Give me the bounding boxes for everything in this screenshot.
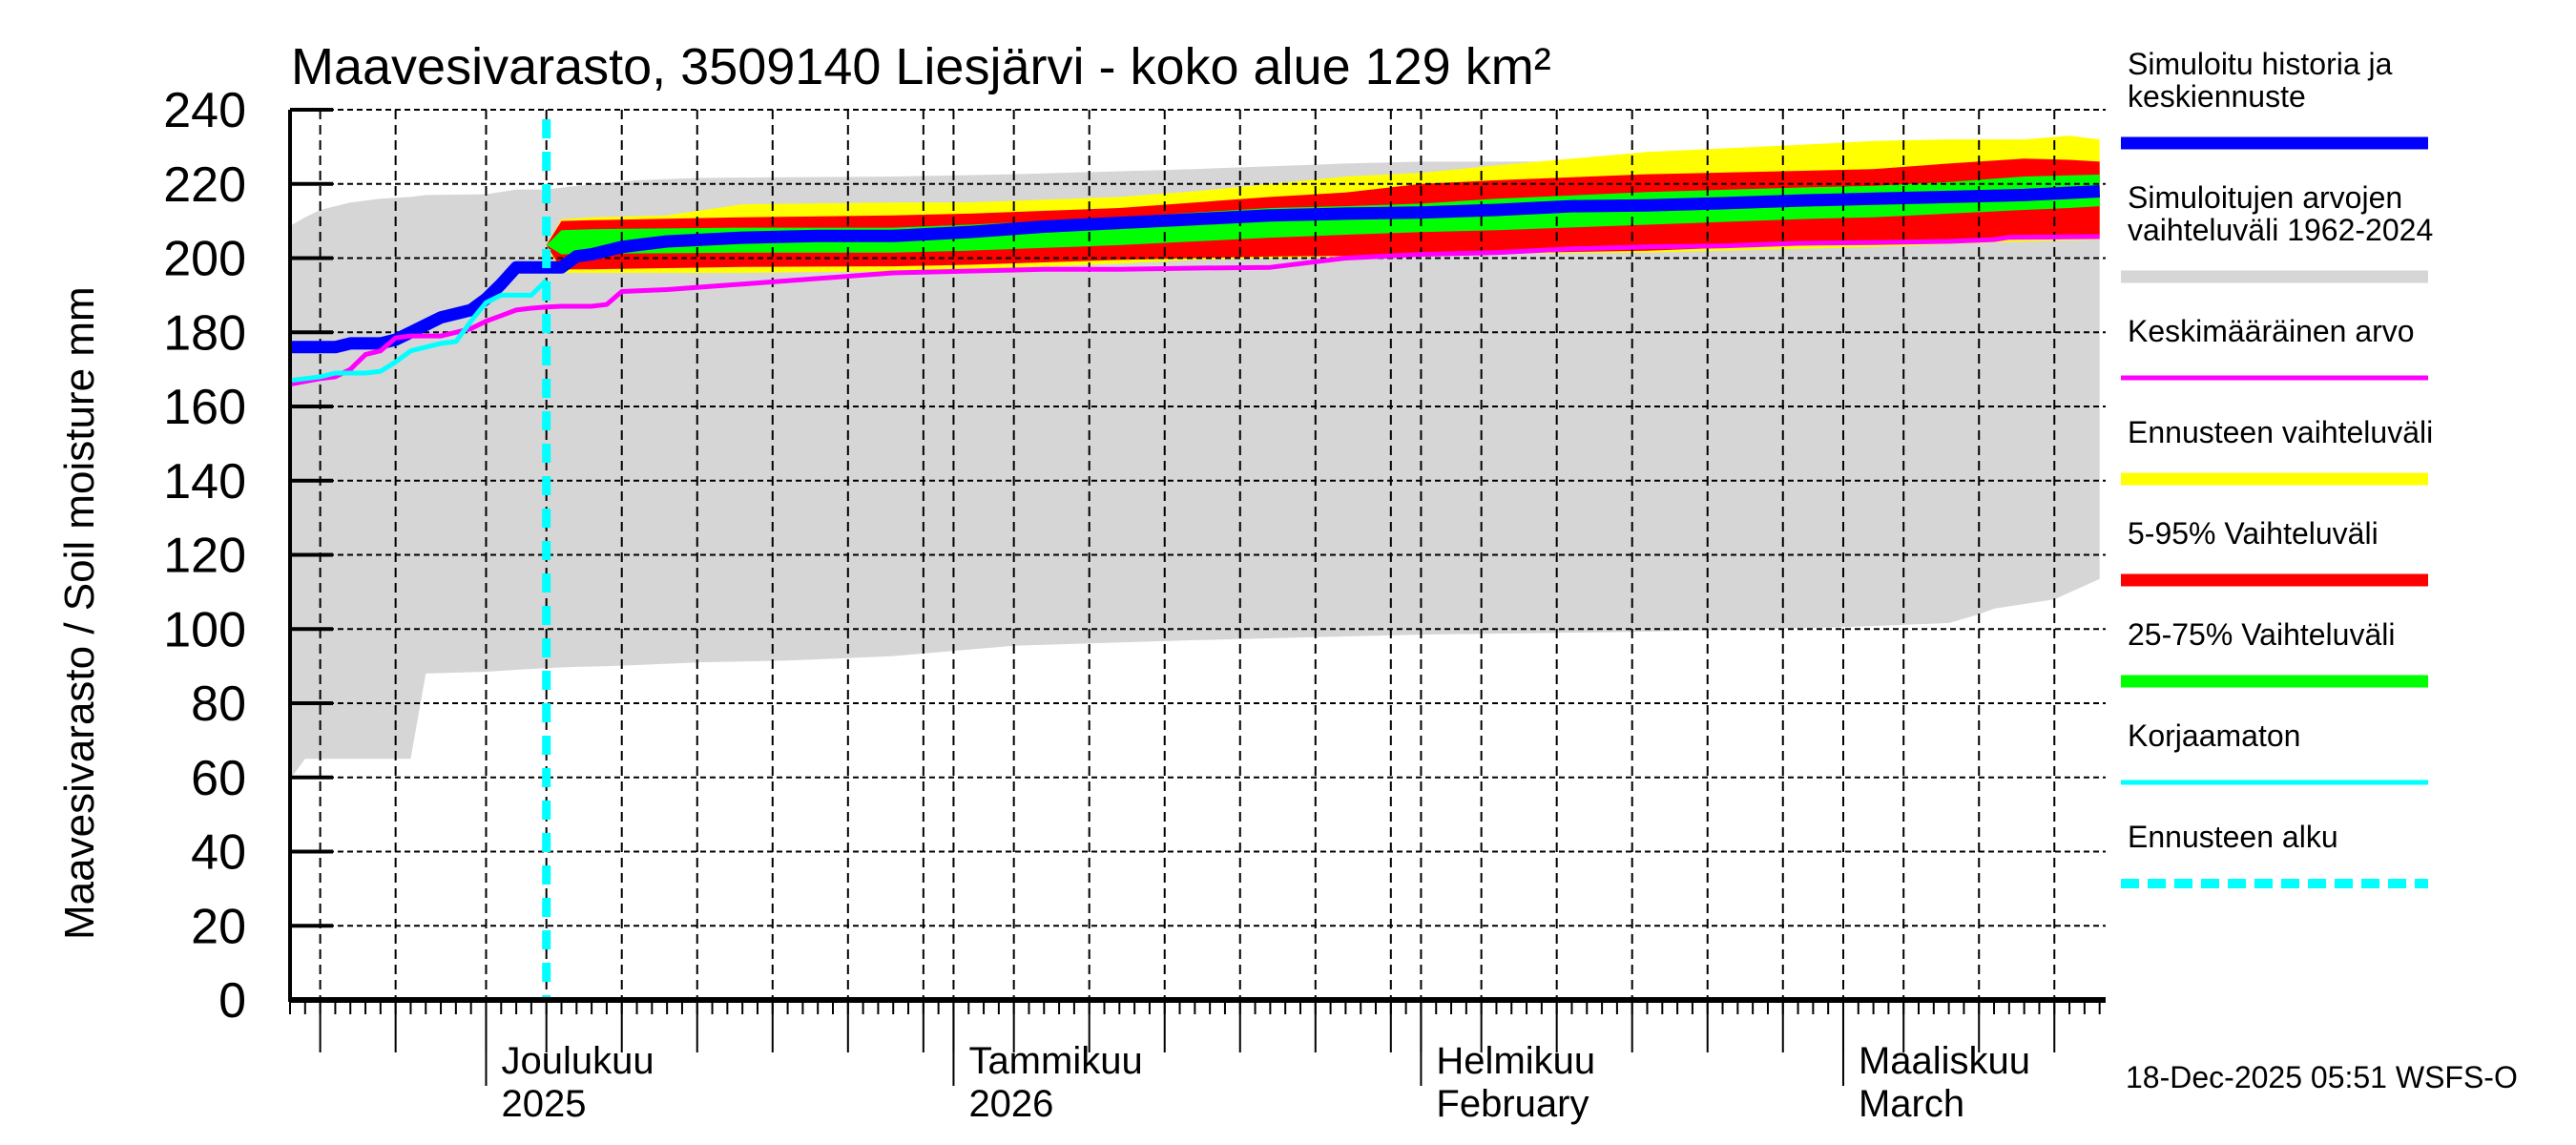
month-sublabel: 2025 xyxy=(501,1083,586,1125)
legend-label: Ennusteen alku xyxy=(2128,820,2338,854)
month-label: Tammikuu xyxy=(968,1040,1142,1082)
legend-swatch xyxy=(2121,375,2428,381)
y-tick-label: 80 xyxy=(191,677,246,732)
y-tick-label: 180 xyxy=(163,305,246,361)
y-tick-label: 0 xyxy=(218,973,246,1029)
y-ticks: 0 20 40 60 80 100 120 140 160 180 200 220 240 xyxy=(163,83,333,1029)
month-label: Maaliskuu xyxy=(1859,1040,2030,1082)
legend-label: Korjaamaton xyxy=(2128,718,2300,753)
legend-swatch xyxy=(2121,472,2428,486)
lines-layer xyxy=(289,119,2101,1000)
y-tick-label: 220 xyxy=(163,157,246,213)
y-tick-label: 40 xyxy=(191,825,246,881)
line-simuloitu-historia-ja-keskiennuste xyxy=(290,185,2101,354)
legend-label: Simuloitujen arvojen xyxy=(2128,180,2402,215)
y-tick-label: 60 xyxy=(191,751,246,806)
band-simuloitujen-arvojen-vaihteluv-li-1962-2024 xyxy=(290,161,2100,780)
y-tick-label: 140 xyxy=(163,454,246,510)
line-korjaamaton xyxy=(289,279,549,384)
month-sublabel: March xyxy=(1859,1083,1964,1125)
y-tick-label: 200 xyxy=(163,232,246,287)
legend-swatch xyxy=(2121,136,2428,150)
y-tick-label: 160 xyxy=(163,380,246,435)
timestamp: 18-Dec-2025 05:51 WSFS-O xyxy=(2126,1060,2518,1094)
legend-label: Keskimääräinen arvo xyxy=(2128,314,2415,348)
y-tick-label: 120 xyxy=(163,529,246,584)
legend-swatch xyxy=(2121,573,2428,587)
month-sublabel: 2026 xyxy=(968,1083,1053,1125)
legend-label: 25-75% Vaihteluväli xyxy=(2128,617,2395,652)
y-tick-label: 20 xyxy=(191,899,246,954)
legend-swatch xyxy=(2121,270,2428,283)
legend-label: Simuloitu historia ja xyxy=(2128,47,2393,81)
grid-layer xyxy=(290,109,2106,1000)
legend-label-line2: vaihteluväli 1962-2024 xyxy=(2128,213,2433,247)
chart-title: Maavesivarasto, 3509140 Liesjärvi - koko… xyxy=(291,38,1551,95)
legend-label: Ennusteen vaihteluväli xyxy=(2128,415,2433,449)
bands-layer xyxy=(290,135,2100,780)
month-label: Helmikuu xyxy=(1436,1040,1595,1082)
legend-swatch xyxy=(2121,675,2428,688)
month-sublabel: February xyxy=(1436,1083,1589,1125)
month-label: Joulukuu xyxy=(501,1040,654,1082)
legend-label-line2: keskiennuste xyxy=(2128,79,2306,114)
y-axis-label: Maavesivarasto / Soil moisture mm xyxy=(56,286,103,940)
y-tick-label: 240 xyxy=(163,83,246,138)
y-tick-label: 100 xyxy=(163,602,246,657)
line-keskim-r-inen-arvo xyxy=(289,234,2100,387)
legend-swatch xyxy=(2121,780,2428,785)
legend-label: 5-95% Vaihteluväli xyxy=(2128,516,2379,551)
